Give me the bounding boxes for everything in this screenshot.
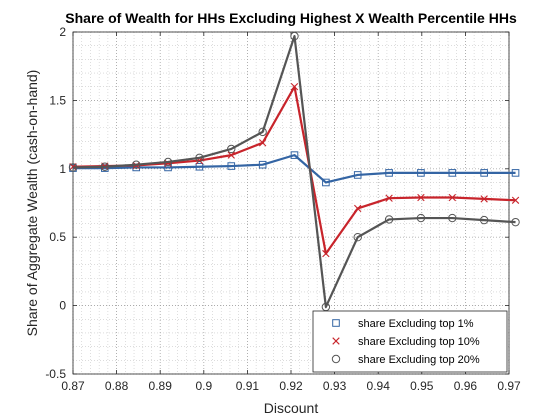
data-point-circle (132, 160, 141, 169)
data-point-square (258, 160, 267, 169)
data-point-x-stroke (511, 196, 520, 204)
data-point-x (227, 151, 235, 159)
data-point-x (385, 194, 393, 202)
x-axis-label: Discount (264, 400, 319, 416)
series-layer (68, 31, 520, 312)
x-tick-labels: 0.87 0.88 0.89 0.9 0.91 0.92 0.93 0.94 0.95 0.96 0… (61, 379, 521, 393)
data-point-x (322, 249, 330, 258)
data-point-x (332, 337, 340, 345)
x-tick-label: 0.92 (279, 379, 303, 393)
data-point-x (258, 139, 267, 147)
data-point-x-stroke (195, 156, 204, 165)
legend-entry: share Excluding top 20% (331, 354, 480, 366)
data-point-square (417, 169, 425, 177)
data-point-circle (227, 144, 236, 154)
data-point-circle (290, 31, 299, 41)
data-point-circle (384, 215, 394, 224)
legend-label: share Excluding top 10% (358, 336, 480, 348)
data-point-square (290, 151, 299, 159)
data-point-square (195, 162, 204, 171)
data-point-square (448, 169, 457, 177)
y-tick-label: 0 (59, 299, 66, 313)
data-point-square (511, 169, 520, 177)
legend-label: share Excluding top 1% (358, 318, 474, 330)
data-point-square (332, 319, 340, 327)
series-line (73, 154, 516, 184)
data-point-square (353, 171, 362, 179)
y-tick-label: 0.5 (49, 230, 66, 244)
data-point-circle (479, 215, 489, 225)
data-point-x (417, 193, 425, 202)
x-tick-label: 0.87 (61, 379, 85, 393)
series-3 (68, 31, 520, 312)
y-axis-label: Share of Aggregate Wealth (cash-on-hand) (24, 70, 40, 337)
data-point-x-stroke (354, 204, 362, 213)
data-point-square (385, 169, 393, 177)
data-point-circle (163, 157, 173, 167)
data-point-x (448, 193, 457, 202)
data-point-square (227, 162, 236, 170)
x-tick-label: 0.95 (410, 379, 434, 393)
data-point-circle (100, 162, 110, 171)
data-point-x-stroke (332, 337, 340, 345)
legend-entry: share Excluding top 10% (332, 336, 480, 348)
data-point-square (480, 169, 488, 177)
y-tick-labels: -0.5 0 0.5 1 1.5 2 (45, 25, 66, 381)
x-tick-label: 0.89 (149, 379, 173, 393)
data-point-square (322, 178, 330, 187)
x-tick-label: 0.91 (236, 379, 260, 393)
x-tick-label: 0.9 (195, 379, 212, 393)
x-tick-label: 0.94 (367, 379, 391, 393)
y-tick-label: 1.5 (49, 93, 66, 107)
y-tick-label: 2 (59, 25, 66, 39)
x-tick-label: 0.97 (497, 379, 521, 393)
data-point-circle (511, 217, 520, 227)
data-point-x-stroke (322, 249, 330, 258)
legend-entries: share Excluding top 1% share Excluding to… (331, 318, 480, 366)
chart-title: Share of Wealth for HHs Excluding Highes… (65, 10, 517, 26)
data-point-x (511, 196, 520, 204)
legend-entry: share Excluding top 1% (332, 318, 474, 330)
data-point-x (290, 83, 299, 91)
data-point-x-stroke (290, 83, 299, 91)
data-point-x-stroke (417, 193, 425, 202)
data-point-x-stroke (258, 139, 267, 147)
legend-box (312, 310, 508, 373)
x-tick-label: 0.88 (105, 379, 129, 393)
data-point-x (480, 195, 488, 203)
data-point-circle (258, 127, 267, 137)
x-tick-label: 0.93 (323, 379, 347, 393)
legend: share Excluding top 1% share Excluding to… (312, 310, 508, 373)
data-point-circle (68, 163, 78, 172)
data-point-x-stroke (385, 194, 393, 202)
x-tick-label: 0.96 (454, 379, 478, 393)
data-point-circle (353, 233, 362, 242)
data-point-circle (448, 213, 457, 223)
data-point-x (354, 204, 362, 213)
y-tick-label: 1 (59, 162, 66, 176)
data-point-x-stroke (227, 151, 235, 159)
data-point-circle (331, 354, 341, 364)
data-point-x-stroke (480, 195, 488, 203)
legend-label: share Excluding top 20% (358, 354, 480, 366)
data-point-x-stroke (448, 193, 457, 202)
data-point-circle (195, 153, 204, 163)
series-line (72, 34, 516, 309)
data-point-circle (416, 213, 426, 223)
y-tick-label: -0.5 (45, 367, 66, 381)
